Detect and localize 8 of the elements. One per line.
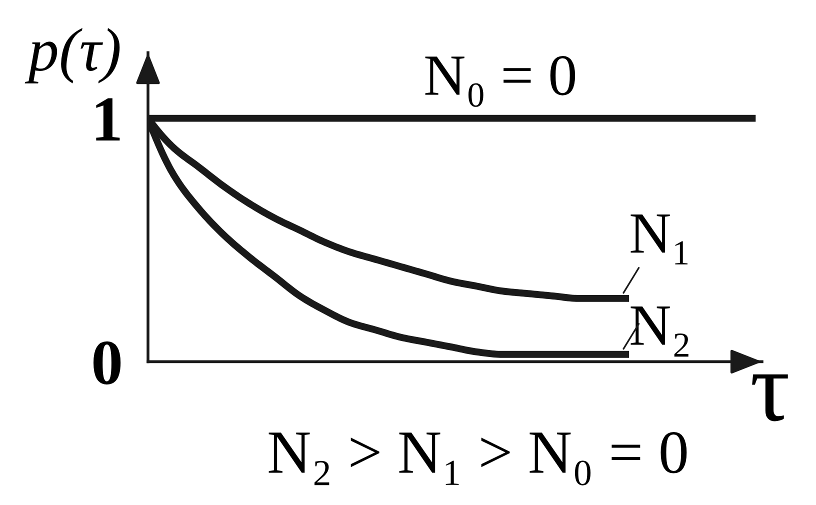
y-tick-label: 0: [93, 341, 121, 384]
legend-label: N₂: [630, 306, 688, 357]
x-axis-title: τ: [752, 374, 788, 422]
text: N₂ > N₁ > N₀ = 0: [268, 432, 687, 486]
y-axis-title: p(τ): [24, 28, 120, 84]
series-label: N₀ = 0: [425, 56, 576, 107]
y-tick-label: 1: [96, 98, 120, 140]
series-label: N₁: [630, 214, 688, 264]
